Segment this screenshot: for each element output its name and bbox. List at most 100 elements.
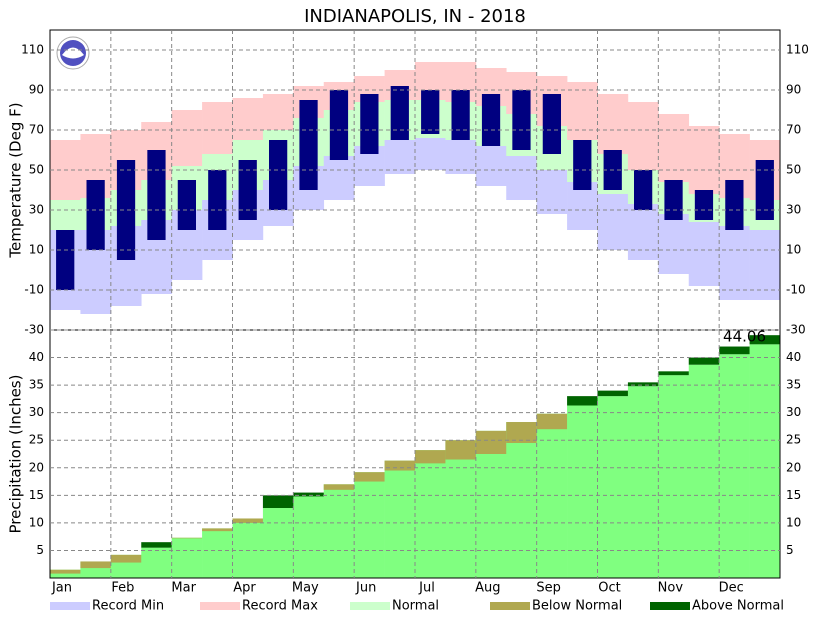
y-tick-label: 5 [786, 543, 794, 557]
departure-bar [293, 492, 325, 497]
y-tick-label: 30 [786, 405, 801, 419]
departure-bar [384, 460, 416, 471]
y-axis-label: Precipitation (Inches) [7, 375, 25, 534]
observed-bar [147, 150, 166, 240]
record-max-bar [597, 94, 629, 154]
record-max-bar [658, 114, 690, 182]
record-max-bar [232, 98, 264, 140]
y-tick-label: 110 [786, 43, 809, 57]
y-tick-label: 110 [21, 43, 44, 57]
observed-bar [208, 170, 227, 230]
x-tick-label: Apr [233, 581, 256, 596]
departure-bar [719, 346, 750, 355]
normal-area [354, 472, 385, 578]
y-tick-label: 25 [29, 433, 44, 447]
departure-bar [597, 390, 629, 397]
normal-area [384, 460, 416, 578]
observed-bar [634, 170, 653, 210]
annotation: 44.06 [723, 328, 766, 346]
y-tick-label: -10 [786, 283, 806, 297]
normal-area [597, 396, 629, 578]
departure-bar [506, 422, 537, 443]
legend-label: Record Min [92, 599, 164, 614]
normal-area [475, 430, 507, 578]
record-min-bar [415, 138, 446, 170]
record-max-bar [688, 126, 720, 194]
normal-area [445, 440, 477, 578]
departure-bar [202, 528, 233, 532]
observed-bar [269, 140, 288, 210]
normal-area [415, 450, 446, 578]
y-tick-label: -10 [24, 283, 44, 297]
record-min-bar [536, 170, 568, 214]
observed-bar [360, 94, 379, 154]
record-min-bar [475, 146, 507, 186]
observed-bar [694, 190, 714, 220]
y-tick-label: 30 [786, 203, 801, 217]
y-tick-label: 90 [786, 83, 801, 97]
x-tick-label: Aug [475, 581, 500, 596]
observed-bar [86, 180, 105, 250]
normal-area [627, 386, 659, 578]
departure-bar [171, 537, 203, 539]
record-min-bar [384, 140, 416, 174]
normal-area [658, 375, 690, 578]
observed-bar [116, 160, 136, 260]
y-tick-label: 70 [29, 123, 44, 137]
y-tick-label: 70 [786, 123, 801, 137]
y-tick-label: -30 [786, 323, 806, 337]
record-min-bar [323, 156, 355, 200]
normal-area [567, 405, 598, 578]
observed-bar [542, 94, 561, 154]
record-max-bar [202, 102, 233, 154]
departure-bar [445, 440, 477, 460]
observed-bar [481, 94, 501, 146]
normal-area [262, 508, 294, 578]
departure-bar [354, 472, 385, 482]
record-max-bar [567, 82, 598, 140]
y-tick-label: -30 [24, 323, 44, 337]
y-tick-label: 10 [786, 243, 801, 257]
departure-bar [141, 542, 172, 548]
observed-bar [573, 140, 592, 190]
y-tick-label: 10 [786, 515, 801, 529]
observed-bar [238, 160, 257, 220]
legend-swatch [350, 602, 390, 610]
x-tick-label: Mar [171, 581, 196, 596]
observed-bar [451, 90, 470, 140]
legend-swatch [490, 602, 530, 610]
normal-area [749, 344, 781, 578]
y-tick-label: 50 [29, 163, 44, 177]
x-tick-label: May [292, 581, 319, 596]
y-tick-label: 30 [29, 203, 44, 217]
observed-bar [725, 180, 744, 230]
normal-area [232, 518, 264, 578]
record-max-bar [262, 94, 294, 130]
observed-bar [177, 180, 196, 230]
record-min-bar [506, 156, 537, 200]
x-tick-label: Jun [355, 581, 376, 596]
x-tick-label: Feb [111, 581, 134, 596]
departure-bar [50, 569, 81, 574]
record-min-bar [627, 204, 659, 260]
legend-label: Normal [392, 599, 439, 614]
y-tick-label: 25 [786, 433, 801, 447]
normal-area [719, 354, 750, 578]
departure-bar [658, 371, 690, 376]
y-tick-label: 40 [786, 350, 801, 364]
normal-area [506, 422, 537, 578]
record-min-bar [658, 214, 690, 274]
observed-bar [512, 90, 531, 150]
observed-bar [56, 230, 75, 290]
x-tick-label: Dec [719, 581, 744, 596]
normal-area [323, 484, 355, 578]
observed-bar [329, 90, 349, 160]
departure-bar [80, 561, 112, 569]
y-tick-label: 40 [29, 350, 44, 364]
observed-bar [664, 180, 683, 220]
normal-area [141, 547, 172, 578]
legend-label: Record Max [242, 599, 318, 614]
x-tick-label: Oct [598, 581, 620, 596]
observed-bar [299, 100, 318, 190]
